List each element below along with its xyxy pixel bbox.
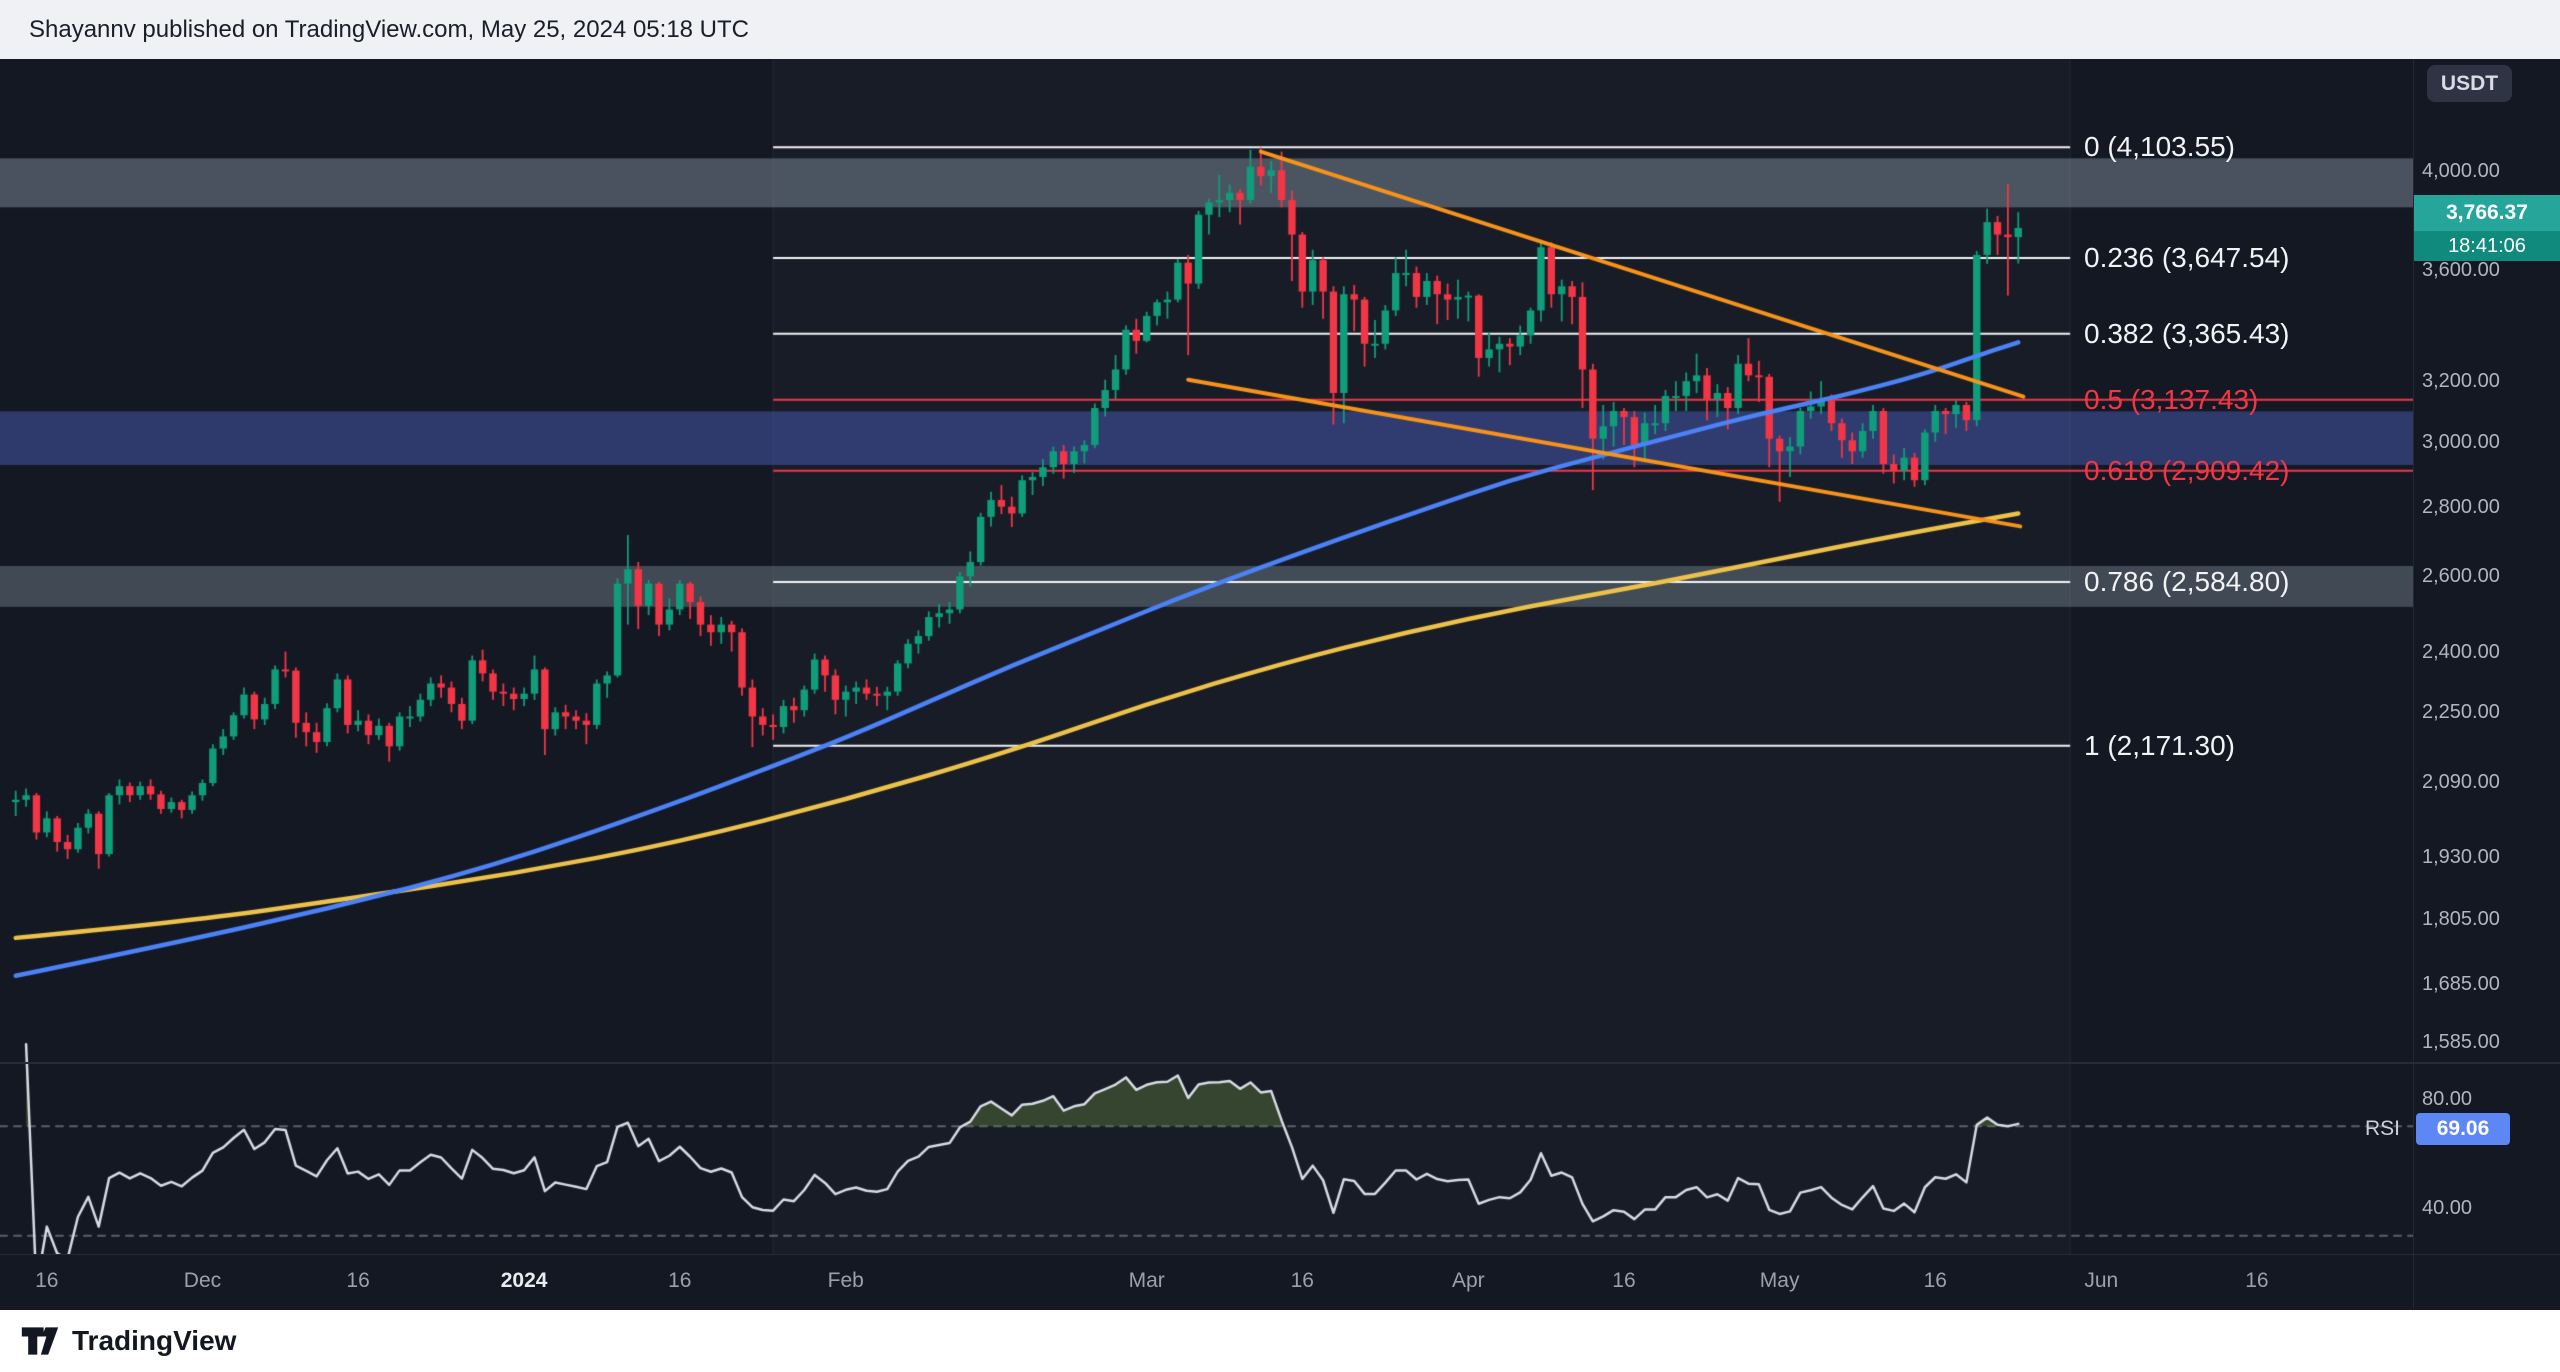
time-label-16-64: 16 bbox=[668, 1269, 692, 1292]
time-scale[interactable] bbox=[0, 1254, 2560, 1311]
quote-currency-badge[interactable]: USDT bbox=[2427, 65, 2512, 102]
rsi-tick-40: 40.00 bbox=[2422, 1197, 2473, 1220]
chart-canvas[interactable] bbox=[0, 59, 2413, 1254]
time-label-Jun-201: Jun bbox=[2084, 1269, 2119, 1292]
time-label-Dec-18: Dec bbox=[183, 1269, 222, 1292]
price-tick-1585: 1,585.00 bbox=[2422, 1030, 2500, 1053]
price-tick-3000: 3,000.00 bbox=[2422, 430, 2500, 453]
price-tick-3600: 3,600.00 bbox=[2422, 259, 2500, 282]
price-tick-2800: 2,800.00 bbox=[2422, 495, 2500, 518]
fib-label-0.382: 0.382 (3,365.43) bbox=[2084, 317, 2290, 349]
candle-countdown: 18:41:06 bbox=[2414, 231, 2560, 261]
price-scale[interactable] bbox=[2413, 59, 2560, 1310]
time-label-Apr-140: Apr bbox=[1451, 1269, 1485, 1292]
price-tick-2250: 2,250.00 bbox=[2422, 701, 2500, 724]
price-tick-2600: 2,600.00 bbox=[2422, 565, 2500, 588]
pane-divider[interactable] bbox=[0, 1062, 2560, 1064]
snapshot-caption: Shayannv published on TradingView.com, M… bbox=[29, 16, 749, 43]
time-label-Mar-109: Mar bbox=[1128, 1269, 1165, 1292]
tradingview-logo-icon bbox=[21, 1327, 59, 1355]
price-tick-1805: 1,805.00 bbox=[2422, 908, 2500, 931]
time-label-16-3: 16 bbox=[35, 1269, 59, 1292]
snapshot-header: Shayannv published on TradingView.com, M… bbox=[0, 0, 2560, 59]
time-label-16-124: 16 bbox=[1290, 1269, 1314, 1292]
fib-label-1: 1 (2,171.30) bbox=[2084, 729, 2235, 761]
rsi-value-badge: 69.06 bbox=[2416, 1113, 2510, 1145]
price-tick-2090: 2,090.00 bbox=[2422, 770, 2500, 793]
price-tick-2400: 2,400.00 bbox=[2422, 640, 2500, 663]
footer: TradingView bbox=[0, 1310, 2560, 1372]
fib-label-0.786: 0.786 (2,584.80) bbox=[2084, 565, 2290, 597]
fib-label-0: 0 (4,103.55) bbox=[2084, 131, 2235, 163]
time-label-16-33: 16 bbox=[346, 1269, 370, 1292]
time-label-16-185: 16 bbox=[1923, 1269, 1947, 1292]
time-label-2024-49: 2024 bbox=[500, 1269, 548, 1292]
price-tick-1930: 1,930.00 bbox=[2422, 845, 2500, 868]
tradingview-logo-link[interactable]: TradingView bbox=[20, 1310, 236, 1372]
price-tick-3200: 3,200.00 bbox=[2422, 370, 2500, 393]
last-price-badge: 3,766.37 18:41:06 bbox=[2414, 195, 2560, 261]
fib-label-0.236: 0.236 (3,647.54) bbox=[2084, 242, 2290, 274]
rsi-tick-80: 80.00 bbox=[2422, 1088, 2473, 1110]
last-price-value: 3,766.37 bbox=[2414, 195, 2560, 231]
time-label-16-155: 16 bbox=[1612, 1269, 1636, 1292]
price-tick-1685: 1,685.00 bbox=[2422, 973, 2500, 996]
time-label-May-170: May bbox=[1759, 1269, 1800, 1292]
rsi-indicator-label: RSI bbox=[2364, 1117, 2400, 1140]
time-label-16-216: 16 bbox=[2245, 1269, 2269, 1292]
price-tick-4000: 4,000.00 bbox=[2422, 160, 2500, 183]
fib-label-0.618: 0.618 (2,909.42) bbox=[2084, 454, 2290, 486]
tradingview-brand-text: TradingView bbox=[72, 1325, 237, 1356]
fib-label-0.5: 0.5 (3,137.43) bbox=[2084, 383, 2259, 415]
time-label-Feb-80: Feb bbox=[827, 1269, 864, 1292]
